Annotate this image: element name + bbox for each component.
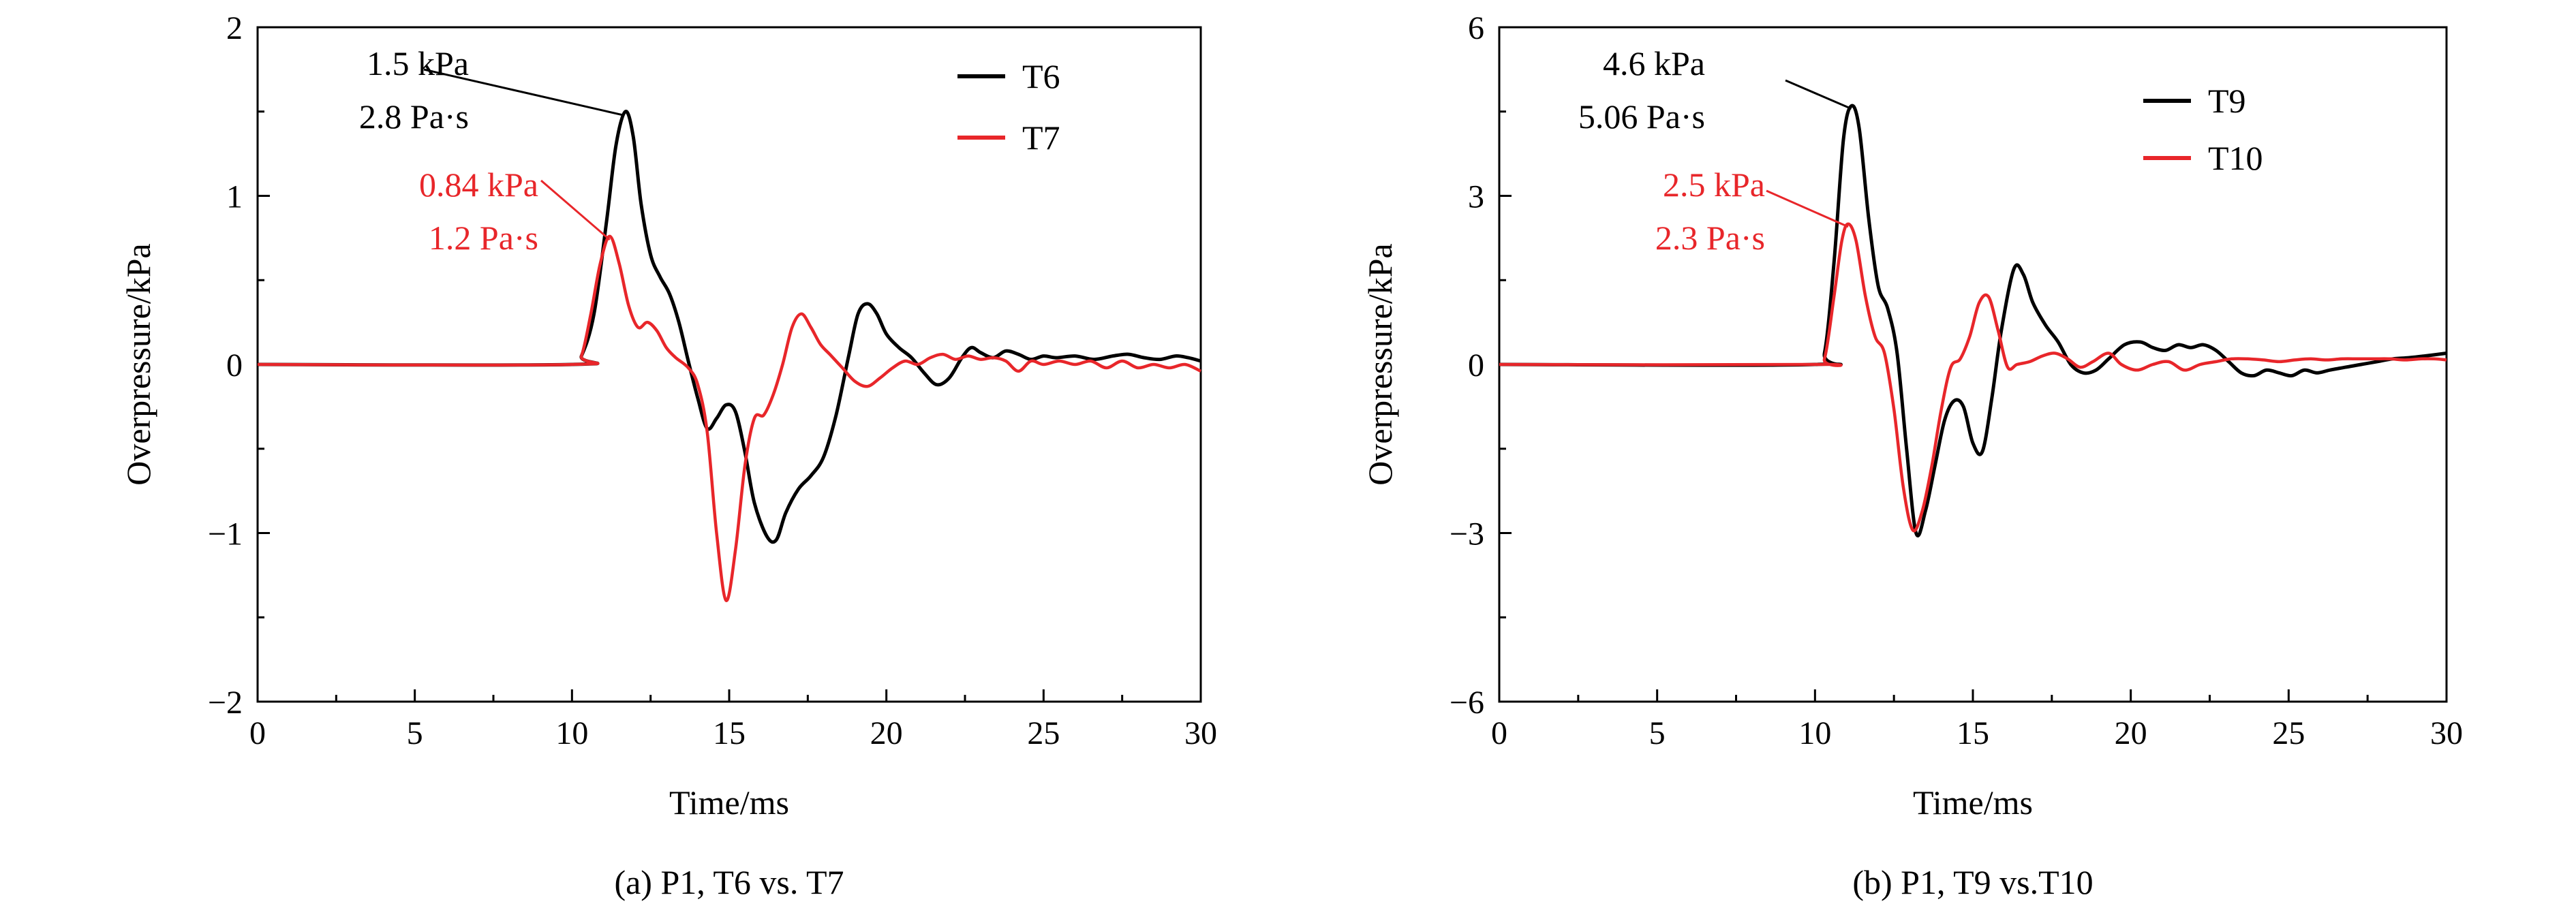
x-tick-label: 25 <box>2272 715 2305 751</box>
chart-b: 0 5 10 15 20 25 30 −6 −3 0 3 6 Time/ms Overpressure/k… <box>1361 10 2463 901</box>
x-tick-label: 5 <box>1649 715 1666 751</box>
x-tick-label: 15 <box>1957 715 1989 751</box>
annotation-leader <box>1766 189 1849 228</box>
annotation-text: 4.6 kPa <box>1603 44 1705 82</box>
y-axis-label: Overpressure/kPa <box>1361 243 1399 485</box>
y-tick-label: 6 <box>1468 10 1484 46</box>
x-tick-label: 0 <box>249 715 266 751</box>
annotation-leader <box>423 68 623 116</box>
series-line-t10 <box>1499 222 2447 533</box>
x-tick-label: 20 <box>2115 715 2147 751</box>
series-line-t9 <box>1499 104 2447 537</box>
y-tick-label: −2 <box>208 685 243 721</box>
chart-a: 0 5 10 15 20 25 30 −2 −1 0 1 2 Time/ms Overpressure/k… <box>119 10 1217 901</box>
x-tick-label: 0 <box>1491 715 1507 751</box>
figure-caption: (a) P1, T6 vs. T7 <box>614 863 844 901</box>
y-tick-label: 2 <box>226 10 243 46</box>
x-tick-label: 20 <box>870 715 903 751</box>
x-tick-label: 30 <box>2430 715 2463 751</box>
y-tick-label: −3 <box>1450 516 1484 552</box>
y-tick-label: 1 <box>226 179 243 215</box>
legend-label-t9: T9 <box>2208 82 2246 120</box>
y-axis-label: Overpressure/kPa <box>119 243 157 485</box>
figure-caption: (b) P1, T9 vs.T10 <box>1852 863 2093 901</box>
x-tick-label: 30 <box>1184 715 1217 751</box>
annotation-leader <box>540 179 611 240</box>
annotation-text: 2.3 Pa·s <box>1655 219 1765 257</box>
annotation-text: 0.84 kPa <box>419 166 538 204</box>
x-axis-label: Time/ms <box>1913 783 2033 822</box>
x-tick-label: 5 <box>407 715 423 751</box>
legend-label-t7: T7 <box>1022 119 1060 157</box>
y-tick-label: 0 <box>1468 347 1484 384</box>
y-tick-label: 0 <box>226 347 243 384</box>
y-tick-label: 3 <box>1468 179 1484 215</box>
series-line-t7 <box>257 234 1201 602</box>
legend-label-t10: T10 <box>2208 139 2263 177</box>
x-axis-label: Time/ms <box>669 783 789 822</box>
annotation-text: 1.2 Pa·s <box>429 219 538 257</box>
annotation-text: 5.06 Pa·s <box>1578 97 1705 136</box>
annotation-text: 2.5 kPa <box>1663 166 1765 204</box>
series-line-t6 <box>257 110 1201 544</box>
x-tick-label: 25 <box>1027 715 1060 751</box>
y-tick-label: −6 <box>1450 685 1484 721</box>
legend-label-t6: T6 <box>1022 57 1060 95</box>
x-tick-label: 10 <box>1798 715 1831 751</box>
y-tick-label: −1 <box>208 516 243 552</box>
annotation-text: 2.8 Pa·s <box>359 97 469 136</box>
x-tick-label: 15 <box>713 715 746 751</box>
x-tick-label: 10 <box>555 715 588 751</box>
annotation-leader <box>1785 79 1852 110</box>
